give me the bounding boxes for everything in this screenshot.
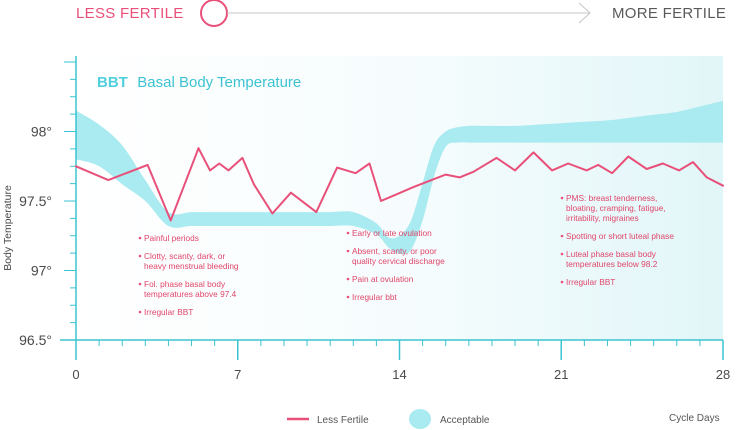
x-axis-label: Cycle Days: [669, 413, 720, 424]
annotation-bullet: [346, 231, 350, 235]
x-tick-label: 7: [234, 367, 241, 382]
legend-label-less-fertile: Less Fertile: [317, 415, 369, 426]
annotation-bullet: [138, 254, 142, 258]
less-fertile-header: LESS FERTILE: [76, 5, 184, 22]
legend: Less Fertile Acceptable: [287, 409, 490, 429]
annotation-text: Absent, scanty, or poor: [352, 246, 437, 256]
acceptable-band-layer: [76, 100, 723, 255]
annotation-bullet: [560, 196, 564, 200]
chart-title: BBT Basal Body Temperature: [97, 74, 301, 91]
annotation-text: Early or late ovulation: [352, 228, 432, 238]
x-tick-label: 28: [716, 367, 730, 382]
y-tick-label: 96.5°: [19, 332, 52, 348]
annotation-bullet: [138, 236, 142, 240]
annotation-text: Painful periods: [144, 233, 199, 243]
annotation-text: Spotting or short luteal phase: [566, 231, 674, 241]
annotation-bullet: [560, 252, 564, 256]
annotation-bullet: [138, 310, 142, 314]
annotation-text: Irregular BBT: [144, 307, 193, 317]
annotation-text: Irregular bbt: [352, 292, 397, 302]
more-fertile-header: MORE FERTILE: [612, 5, 726, 22]
annotation-bullet: [346, 249, 350, 253]
annotation-bullet: [346, 277, 350, 281]
bbt-line: [75, 147, 724, 222]
legend-band-swatch: [409, 409, 431, 429]
arrow-right-icon: [578, 2, 591, 24]
y-tick-label: 98°: [31, 124, 52, 140]
annotation-text: Fol. phase basal body: [144, 279, 226, 289]
annotation-text: irritability, migraines: [566, 213, 639, 223]
chart-title-text: Basal Body Temperature: [137, 74, 301, 91]
annotation-bullet: [138, 282, 142, 286]
bbt-line-layer: [75, 147, 724, 222]
annotation-bullet: [346, 295, 350, 299]
fertility-scale: LESS FERTILE MORE FERTILE: [76, 0, 726, 27]
acceptable-band: [76, 100, 723, 255]
annotation-text: Pain at ovulation: [352, 274, 414, 284]
plot-background: [76, 56, 723, 340]
y-tick-label: 97.5°: [19, 193, 52, 209]
annotation-text: bloating, cramping, fatigue,: [566, 203, 666, 213]
annotation-text: quality cervical discharge: [352, 256, 445, 266]
annotation-bullet: [560, 234, 564, 238]
axes: 0 7 14 21 28 96.5° 97° 97.5° 98°: [19, 56, 730, 382]
x-tick-label: 21: [554, 367, 568, 382]
annotation-text: heavy menstrual bleeding: [144, 261, 239, 271]
y-axis-label: Body Temperature: [2, 185, 14, 271]
y-tick-label: 97°: [31, 263, 52, 279]
legend-label-acceptable: Acceptable: [440, 415, 490, 426]
annotation-text: temperatures above 97.4: [144, 289, 237, 299]
annotations: Painful periods Clotty, scanty, dark, orh…: [138, 193, 674, 317]
chart-title-abbr: BBT: [97, 74, 128, 91]
annotation-text: PMS: breast tenderness,: [566, 193, 657, 203]
annotation-text: temperatures below 98.2: [566, 259, 658, 269]
annotation-bullet: [560, 280, 564, 284]
fertility-slider-handle[interactable]: [200, 0, 228, 27]
x-tick-label: 0: [72, 367, 79, 382]
annotation-text: Clotty, scanty, dark, or: [144, 251, 226, 261]
annotation-text: Luteal phase basal body: [566, 249, 657, 259]
x-tick-label: 14: [392, 367, 406, 382]
annotation-text: Irregular BBT: [566, 277, 615, 287]
